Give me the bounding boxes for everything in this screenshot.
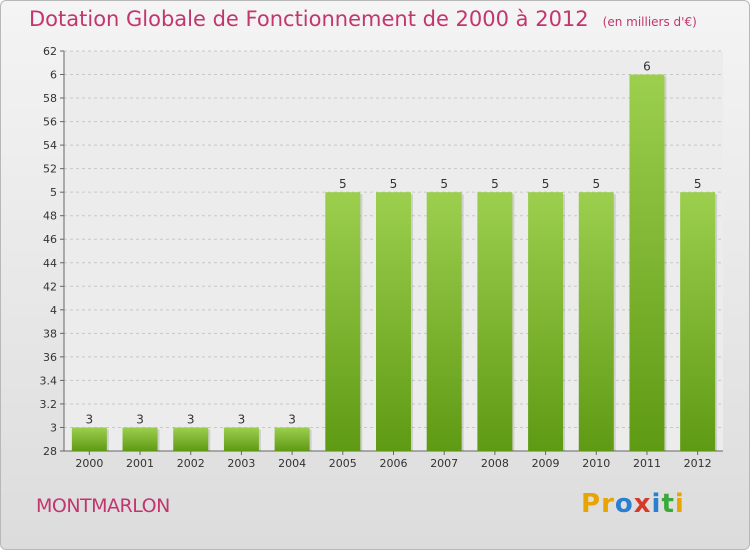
bar-2005 <box>325 192 361 452</box>
bar-2001 <box>122 427 158 451</box>
x-tick-label-2004: 2004 <box>278 457 306 470</box>
data-label-2006: 5 <box>390 177 398 191</box>
x-tick-label-2002: 2002 <box>177 457 205 470</box>
y-tick-label: 62 <box>43 45 57 58</box>
y-tick-label: 3.4 <box>40 374 58 387</box>
x-tick-label-2010: 2010 <box>582 457 610 470</box>
x-tick-label-2012: 2012 <box>684 457 712 470</box>
data-label-2002: 3 <box>187 412 195 426</box>
chart-title: Dotation Globale de Fonctionnement de 20… <box>29 7 697 31</box>
chart-subtitle: (en milliers d'€) <box>602 15 697 29</box>
bar-2012 <box>680 192 716 452</box>
bar-2007 <box>426 192 462 452</box>
x-tick-label-2001: 2001 <box>126 457 154 470</box>
data-label-2012: 5 <box>694 177 702 191</box>
data-label-2011: 6 <box>643 60 651 74</box>
data-label-2003: 3 <box>238 412 246 426</box>
y-tick-label: 52 <box>43 163 57 176</box>
bar-2002 <box>173 427 209 451</box>
x-tick-label-2009: 2009 <box>532 457 560 470</box>
x-tick-label-2011: 2011 <box>633 457 661 470</box>
data-label-2001: 3 <box>136 412 144 426</box>
data-label-2005: 5 <box>339 177 347 191</box>
x-tick-label-2006: 2006 <box>380 457 408 470</box>
bar-2011 <box>629 74 665 451</box>
logo-letter: r <box>601 489 615 519</box>
x-tick-label-2008: 2008 <box>481 457 509 470</box>
data-label-2010: 5 <box>592 177 600 191</box>
data-label-2000: 3 <box>86 412 94 426</box>
chart-title-text: Dotation Globale de Fonctionnement de 20… <box>29 7 589 31</box>
y-tick-label: 42 <box>43 280 57 293</box>
bar-2004 <box>274 427 310 451</box>
y-tick-label: 56 <box>43 116 57 129</box>
x-tick-label-2000: 2000 <box>75 457 103 470</box>
bar-2008 <box>477 192 513 452</box>
y-tick-label: 6 <box>50 69 57 82</box>
data-label-2007: 5 <box>440 177 448 191</box>
y-tick-label: 4 <box>50 304 57 317</box>
bar-2009 <box>528 192 564 452</box>
data-label-2008: 5 <box>491 177 499 191</box>
y-tick-label: 3.2 <box>40 398 58 411</box>
x-tick-label-2005: 2005 <box>329 457 357 470</box>
logo-letter: i <box>674 489 685 519</box>
logo-letter: x <box>633 489 652 519</box>
y-tick-label: 58 <box>43 92 57 105</box>
bar-2006 <box>376 192 411 452</box>
y-tick-label: 5 <box>50 186 57 199</box>
logo-letter: i <box>651 489 662 519</box>
logo-letter: o <box>614 489 634 519</box>
y-tick-label: 3 <box>50 421 57 434</box>
y-tick-label: 48 <box>43 210 57 223</box>
labels: 2833.23.43638442444648552545658662320003… <box>40 45 712 470</box>
y-tick-label: 44 <box>43 257 57 270</box>
y-tick-label: 38 <box>43 327 57 340</box>
y-tick-label: 36 <box>43 351 57 364</box>
logo-letter: P <box>581 489 602 519</box>
data-label-2004: 3 <box>288 412 296 426</box>
logo-letter: t <box>661 489 675 519</box>
y-tick-label: 46 <box>43 233 57 246</box>
data-label-2009: 5 <box>542 177 550 191</box>
commune-name: MONTMARLON <box>36 495 170 517</box>
y-tick-label: 54 <box>43 139 57 152</box>
bars <box>71 74 718 452</box>
x-tick-label-2003: 2003 <box>227 457 255 470</box>
proxiti-logo: Proxiti <box>581 489 685 519</box>
x-tick-label-2007: 2007 <box>430 457 458 470</box>
bar-2010 <box>578 192 614 452</box>
bar-2003 <box>223 427 259 451</box>
y-tick-label: 28 <box>43 445 57 458</box>
bar-2000 <box>71 427 107 451</box>
